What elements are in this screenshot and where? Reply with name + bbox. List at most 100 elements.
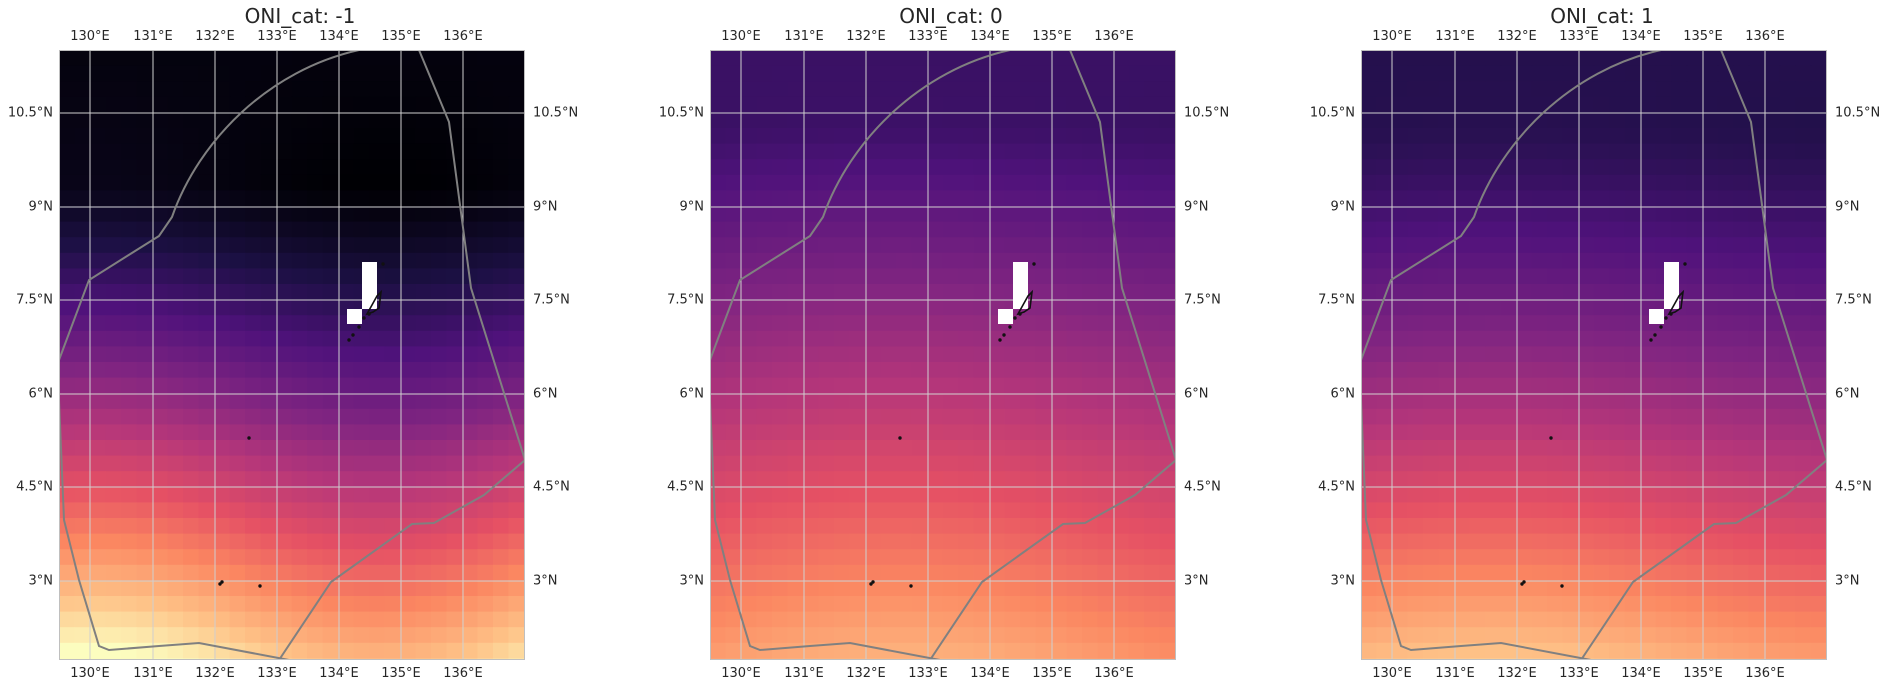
heatmap-cell [400, 96, 417, 113]
heatmap-cell [1113, 112, 1130, 129]
heatmap-cell [74, 65, 91, 82]
heatmap-cell [803, 486, 820, 503]
heatmap-cell [1392, 408, 1409, 425]
heatmap-cell [493, 252, 510, 269]
heatmap-cell [1578, 112, 1595, 129]
heatmap-cell [710, 221, 727, 238]
heatmap-cell [121, 471, 138, 488]
heatmap-cell [136, 190, 153, 207]
heatmap-cell [1531, 440, 1548, 457]
heatmap-cell [353, 471, 370, 488]
heatmap-cell [710, 159, 727, 176]
heatmap-cell [322, 174, 339, 191]
heatmap-cell [1097, 50, 1114, 67]
heatmap-cell [772, 128, 789, 145]
heatmap-cell [1733, 159, 1750, 176]
heatmap-cell [1671, 502, 1688, 519]
heatmap-cell [307, 611, 324, 628]
heatmap-cell [772, 190, 789, 207]
heatmap-cell [1624, 564, 1641, 581]
heatmap-cell [152, 377, 169, 394]
heatmap-cell [59, 564, 76, 581]
heatmap-cell [1562, 455, 1579, 472]
heatmap-cell [462, 206, 479, 223]
heatmap-cell [384, 393, 401, 410]
heatmap-cell [849, 330, 866, 347]
heatmap-cell [942, 284, 959, 301]
heatmap-cell [1671, 518, 1688, 535]
heatmap-cell [1066, 440, 1083, 457]
heatmap-cell [1469, 408, 1486, 425]
heatmap-cell [989, 81, 1006, 98]
heatmap-cell [1671, 627, 1688, 644]
heatmap-cell [1051, 81, 1068, 98]
heatmap-cell [1128, 190, 1145, 207]
heatmap-cell [198, 112, 215, 129]
heatmap-cell [353, 518, 370, 535]
heatmap-cell [167, 174, 184, 191]
heatmap-cell [772, 627, 789, 644]
heatmap-cell [136, 174, 153, 191]
heatmap-cell [431, 206, 448, 223]
heatmap-cell [229, 393, 246, 410]
heatmap-cell [477, 237, 494, 254]
heatmap-cell [1392, 112, 1409, 129]
heatmap-cell [477, 159, 494, 176]
heatmap-cell [400, 362, 417, 379]
heatmap-cell [1423, 596, 1440, 613]
heatmap-cell [1035, 393, 1052, 410]
heatmap-cell [121, 221, 138, 238]
heatmap-cell [1593, 346, 1610, 363]
heatmap-cell [1097, 284, 1114, 301]
heatmap-cell [1051, 65, 1068, 82]
heatmap-cell [384, 128, 401, 145]
heatmap-cell [1547, 128, 1564, 145]
heatmap-cell [245, 564, 262, 581]
heatmap-cell [1547, 580, 1564, 597]
heatmap-cell [167, 377, 184, 394]
heatmap-cell [1004, 190, 1021, 207]
heatmap-cell [818, 580, 835, 597]
panel-title: ONI_cat: 0 [899, 4, 1003, 28]
heatmap-cell [431, 627, 448, 644]
heatmap-cell [338, 518, 355, 535]
heatmap-cell [167, 596, 184, 613]
heatmap-cell [90, 159, 107, 176]
heatmap-cell [896, 237, 913, 254]
heatmap-cell [1779, 564, 1796, 581]
heatmap-cell [1609, 206, 1626, 223]
heatmap-cell [927, 627, 944, 644]
heatmap-cell [1624, 159, 1641, 176]
heatmap-cell [1144, 268, 1161, 285]
heatmap-cell [849, 564, 866, 581]
heatmap-cell [1454, 190, 1471, 207]
heatmap-cell [152, 362, 169, 379]
heatmap-cell [1733, 65, 1750, 82]
heatmap-cell [493, 424, 510, 441]
heatmap-cell [818, 596, 835, 613]
heatmap-cell [1686, 486, 1703, 503]
heatmap-cell [198, 206, 215, 223]
heatmap-cell [1020, 330, 1037, 347]
heatmap-cell [1795, 112, 1812, 129]
heatmap-cell [214, 564, 231, 581]
heatmap-cell [1004, 221, 1021, 238]
heatmap-cell [291, 502, 308, 519]
heatmap-cell [1578, 346, 1595, 363]
heatmap-cell [1469, 580, 1486, 597]
heatmap-cell [245, 65, 262, 82]
heatmap-cell [803, 299, 820, 316]
heatmap-cell [136, 627, 153, 644]
heatmap-cell [1469, 96, 1486, 113]
heatmap-cell [1159, 284, 1176, 301]
heatmap-cell [1020, 143, 1037, 160]
heatmap-cell [1159, 518, 1176, 535]
heatmap-cell [59, 174, 76, 191]
heatmap-cell [1547, 346, 1564, 363]
island-dot [1549, 436, 1553, 440]
heatmap-cell [1144, 455, 1161, 472]
heatmap-cell [1702, 206, 1719, 223]
heatmap-cell [849, 128, 866, 145]
heatmap-cell [834, 268, 851, 285]
heatmap-cell [1051, 252, 1068, 269]
